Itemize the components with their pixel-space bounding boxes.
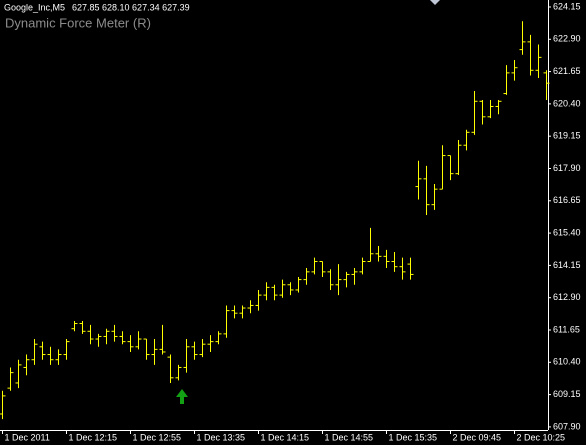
y-tick-label: 607.90 xyxy=(553,421,581,431)
y-tick-label: 619.15 xyxy=(553,131,581,141)
y-tick-label: 622.90 xyxy=(553,34,581,44)
x-tick-label: 1 Dec 14:55 xyxy=(325,432,374,442)
x-tick-label: 1 Dec 12:55 xyxy=(133,432,182,442)
y-tick-label: 621.65 xyxy=(553,66,581,76)
y-tick-label: 615.40 xyxy=(553,227,581,237)
x-tick-label: 1 Dec 13:35 xyxy=(197,432,246,442)
y-tick-label: 617.90 xyxy=(553,163,581,173)
buy-arrow xyxy=(176,389,188,404)
x-tick-label: 2 Dec 10:25 xyxy=(517,432,566,442)
y-tick-label: 609.15 xyxy=(553,389,581,399)
y-tick-label: 614.15 xyxy=(553,260,581,270)
y-tick-label: 624.15 xyxy=(553,1,581,11)
x-tick-label: 2 Dec 09:45 xyxy=(453,432,502,442)
y-tick-label: 611.65 xyxy=(553,324,580,334)
x-tick-label: 1 Dec 15:35 xyxy=(389,432,438,442)
y-tick-label: 620.40 xyxy=(553,98,581,108)
x-tick-label: 1 Dec 12:15 xyxy=(69,432,118,442)
symbol: Google_Inc,M5 xyxy=(4,2,65,12)
y-tick-label: 616.65 xyxy=(553,195,581,205)
quote: 627.85 628.10 627.34 627.39 xyxy=(72,2,190,12)
y-tick-label: 612.90 xyxy=(553,292,581,302)
x-tick-label: 1 Dec 2011 xyxy=(5,432,50,442)
indicator-name: Dynamic Force Meter (R) xyxy=(5,15,151,30)
x-tick-label: 1 Dec 14:15 xyxy=(261,432,310,442)
y-tick-label: 610.40 xyxy=(553,357,581,367)
shift-marker xyxy=(430,0,440,5)
